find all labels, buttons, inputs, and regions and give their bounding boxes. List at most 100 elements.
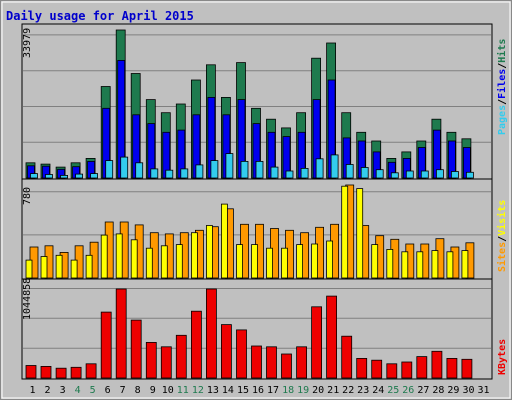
visits-bar-day-10: [160, 245, 168, 279]
x-tick-label-day-23: 23: [357, 385, 369, 396]
visits-bar-day-27: [416, 251, 424, 279]
visits-bar-day-25: [386, 248, 394, 279]
legend-entry: /: [497, 63, 508, 69]
kbytes-bar-day-20: [311, 306, 323, 379]
legend-entry: /: [497, 99, 508, 105]
visits-bar-day-2: [40, 256, 48, 279]
visits-bar-day-15: [236, 244, 243, 279]
visits-ymax-label: 780: [22, 187, 33, 205]
x-axis-day-labels: 1 2 3 4 5 6 7 8 9 10 11 12 13 14 15 16 17 18 19 20 21 22 23 24 2…: [29, 385, 489, 396]
x-tick-label-day-14: 14: [222, 385, 234, 396]
visits-bar-day-14: [220, 203, 228, 279]
pages-bar-day-13: [210, 160, 219, 179]
kbytes-bar-day-7: [115, 288, 127, 379]
x-tick-label-day-4: 4: [75, 385, 81, 396]
visits-bar-day-20: [311, 243, 319, 279]
kbytes-bar-day-11: [175, 334, 187, 379]
kbytes-bar-day-28: [431, 350, 443, 379]
legend-0: Pages/Files/Hits: [496, 39, 508, 135]
x-tick-label-day-25: 25: [387, 385, 399, 396]
visits-bar-day-13: [205, 225, 213, 279]
pages-bar-day-4: [75, 173, 83, 179]
kbytes-bar-day-9: [145, 341, 157, 379]
pages-bar-day-9: [150, 168, 159, 179]
x-tick-label-day-20: 20: [312, 385, 324, 396]
x-tick-label-day-26: 26: [402, 385, 414, 396]
visits-bar-day-6: [100, 234, 108, 279]
visits-bar-day-16: [251, 244, 258, 279]
pages-bar-day-2: [45, 174, 53, 179]
kbytes-bar-day-16: [251, 345, 262, 379]
legend-entry: Visits: [496, 200, 508, 236]
visits-bar-day-28: [431, 250, 439, 279]
x-tick-label-day-21: 21: [327, 385, 339, 396]
pages-bar-day-18: [285, 170, 294, 179]
pages-bar-day-5: [90, 173, 98, 179]
kbytes-bar-day-10: [160, 346, 172, 379]
x-tick-label-day-12: 12: [192, 385, 204, 396]
visits-bar-day-7: [115, 233, 123, 279]
legend-entry: KBytes: [497, 339, 508, 375]
kbytes-bar-day-6: [100, 311, 112, 379]
pages-bar-day-14: [225, 153, 234, 179]
pages-bar-day-10: [165, 169, 174, 179]
x-tick-label-day-8: 8: [135, 385, 141, 396]
x-tick-label-day-7: 7: [120, 385, 126, 396]
kbytes-bar-day-18: [281, 353, 292, 379]
kbytes-bar-day-22: [341, 335, 353, 379]
kbytes-bar-day-8: [130, 319, 142, 379]
pages-bar-day-15: [240, 160, 249, 179]
visits-bar-day-8: [130, 239, 138, 279]
x-tick-label-day-6: 6: [105, 385, 111, 396]
x-tick-label-day-27: 27: [417, 385, 429, 396]
kbytes-bar-day-15: [236, 329, 247, 379]
visits-bar-day-22: [341, 185, 349, 279]
x-tick-label-day-16: 16: [252, 385, 264, 396]
legend-entry: /: [497, 236, 508, 242]
kbytes-bar-day-12: [190, 310, 202, 379]
x-tick-label-day-2: 2: [44, 385, 50, 396]
kbytes-bar-day-1: [25, 365, 37, 379]
pages-bar-day-17: [270, 166, 279, 179]
visits-bar-day-17: [266, 247, 273, 279]
legend-entry: Sites: [496, 242, 508, 272]
pages-bar-day-21: [330, 154, 339, 179]
chart-title: Daily usage for April 2015: [6, 9, 194, 23]
x-tick-label-day-1: 1: [29, 385, 35, 396]
visits-bar-day-26: [401, 251, 409, 279]
visits-sites-panel: [21, 178, 493, 280]
pages-bar-day-20: [315, 158, 324, 179]
legend-1: Sites/Visits: [496, 200, 508, 272]
pages-bar-day-16: [255, 160, 264, 179]
pages-bar-day-8: [135, 162, 144, 179]
x-tick-label-day-18: 18: [282, 385, 294, 396]
pages-bar-day-6: [105, 160, 114, 179]
visits-bar-day-9: [145, 247, 153, 279]
visits-bar-day-21: [326, 240, 334, 279]
kbytes-bar-day-25: [386, 363, 398, 379]
kbytes-bar-day-29: [446, 357, 458, 379]
x-tick-label-day-11: 11: [177, 385, 189, 396]
x-tick-label-day-22: 22: [342, 385, 354, 396]
x-tick-label-day-31: 31: [477, 385, 489, 396]
x-tick-label-day-13: 13: [207, 385, 219, 396]
visits-bar-day-29: [446, 251, 454, 279]
pages-bar-day-23: [360, 167, 369, 179]
visits-bar-day-23: [356, 188, 364, 279]
pages-bar-day-7: [120, 156, 129, 179]
kbytes-bar-day-30: [461, 358, 473, 379]
kbytes-panel: [21, 278, 493, 380]
kbytes-bar-day-23: [356, 357, 368, 379]
kbytes-bar-day-5: [85, 363, 97, 379]
x-tick-label-day-24: 24: [372, 385, 384, 396]
kbytes-bar-day-24: [371, 359, 383, 379]
kbytes-bar-day-21: [326, 295, 338, 379]
x-tick-label-day-15: 15: [237, 385, 249, 396]
pages-bar-day-19: [300, 167, 309, 179]
x-tick-label-day-10: 10: [162, 385, 174, 396]
kbytes-bar-day-19: [296, 346, 308, 379]
pages-bar-day-28: [435, 169, 444, 179]
pages-bar-day-1: [30, 173, 38, 179]
visits-bar-day-19: [296, 244, 304, 279]
